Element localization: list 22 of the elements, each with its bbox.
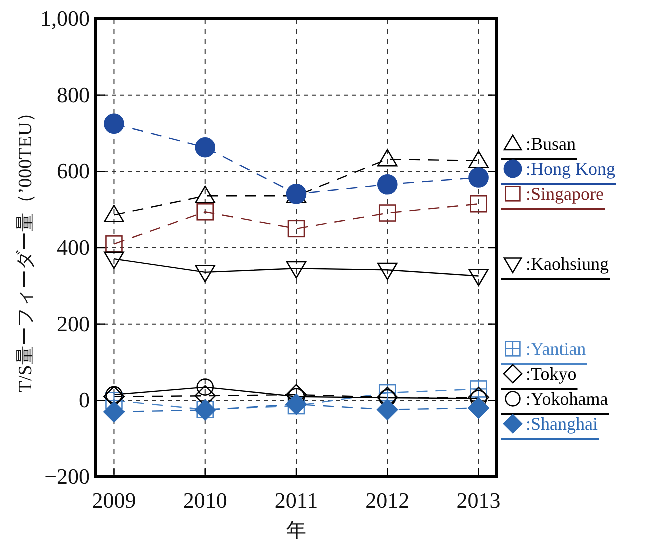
x-tick-label: 2011 [274, 488, 318, 513]
x-tick-label: 2012 [366, 488, 410, 513]
legend-label: :Shanghai [526, 414, 598, 434]
legend-label: :Hong Kong [526, 158, 616, 179]
y-tick-label: −200 [44, 464, 90, 489]
x-axis-title: 年 [286, 520, 306, 542]
y-tick-label: 0 [79, 388, 90, 413]
y-tick-label: 400 [57, 235, 90, 260]
y-tick-label: 200 [57, 311, 90, 336]
legend-label: :Yokohama [526, 388, 608, 409]
x-tick-label: 2010 [183, 488, 228, 513]
y-tick-label: 800 [57, 82, 90, 108]
legend-label: :Tokyo [526, 364, 577, 384]
legend-label: :Busan [526, 134, 576, 154]
y-tick-label: 600 [57, 158, 90, 184]
x-tick-label: 2013 [456, 488, 501, 513]
x-tick-label: 2009 [92, 488, 136, 513]
legend-label: :Kaohsiung [526, 254, 609, 274]
legend-label: :Yantian [526, 338, 586, 359]
legend-label: :Singapore [526, 184, 604, 204]
y-tick-label: 1,000 [40, 6, 90, 31]
y-axis-title: T/S量ーフィーダー量（’000TEU） [16, 103, 36, 393]
